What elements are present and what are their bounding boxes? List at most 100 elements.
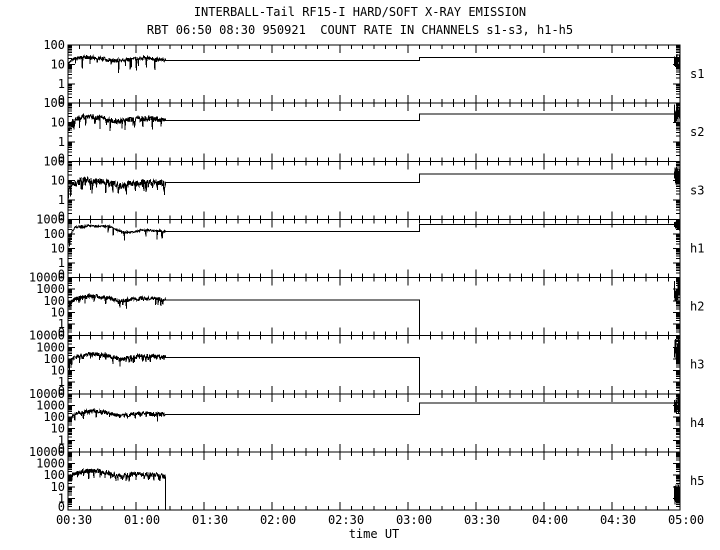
ytick-label-h1: 1 [58,256,65,270]
end-blob-h4 [673,395,680,414]
trace-group-h2 [68,280,680,336]
trace-s1 [68,54,680,73]
ytick-label-h2: 1 [58,317,65,331]
ticks-s2 [67,102,681,162]
ytick-label-h2: 10 [51,305,65,319]
trace-group-s1 [68,54,680,73]
xtick-label: 00:30 [56,513,92,527]
xtick-label: 05:00 [668,513,704,527]
ytick-label-h2: 1000 [36,282,65,296]
ytick-label-h4: 1000 [36,398,65,412]
ytick-label-h5: 1000 [36,457,65,471]
ytick-label-h5: 10 [51,480,65,494]
xtick-label: 04:00 [532,513,568,527]
channel-label-h2: h2 [690,300,704,314]
panel-border-s3 [67,160,681,220]
ytick-label-h4: 100 [43,410,65,424]
ticks-h1 [67,218,681,278]
panel-border-h1 [67,218,681,278]
ytick-label-s3: 10 [51,174,65,188]
end-blob-h5 [673,482,680,505]
ytick-label-h3: 10 [51,364,65,378]
channel-label-s1: s1 [690,67,704,81]
ytick-label-h4: 10 [51,422,65,436]
ticks-s3 [67,160,681,220]
trace-h2 [68,292,420,336]
channel-label-h3: h3 [690,358,704,372]
ytick-label-s1: 1 [58,77,65,91]
trace-s2 [68,112,680,132]
xtick-label: 01:30 [192,513,228,527]
trace-group-h3 [68,338,680,394]
ytick-label-h1: 1000 [36,212,65,226]
ytick-label-h5: 10000 [29,445,65,459]
ticks-h3 [67,335,681,395]
ticks-h2 [67,277,681,337]
xtick-label: 02:00 [260,513,296,527]
panel-border-s1 [67,44,681,104]
panel-border-h3 [67,335,681,395]
ytick-label-h3: 100 [43,352,65,366]
ytick-label-h1: 10 [51,241,65,255]
xtick-label: 03:00 [396,513,432,527]
trace-h4 [68,402,680,427]
channel-label-h1: h1 [690,241,704,255]
ytick-label-s3: 1 [58,193,65,207]
chart-title: INTERBALL-Tail RF15-I HARD/SOFT X-RAY EM… [193,5,527,19]
xtick-label: 04:30 [600,513,636,527]
trace-group-s3 [68,166,680,199]
end-blob-s3 [673,166,680,185]
ytick-label-h3: 10000 [29,329,65,343]
ytick-label-s1: 0 [58,93,65,107]
trace-group-h1 [68,220,680,247]
ytick-label-s2: 10 [51,116,65,130]
ytick-label-h4: 1 [58,433,65,447]
trace-h1 [68,223,680,247]
ytick-label-h1: 100 [43,227,65,241]
ticks-h4 [67,393,681,453]
chart-subtitle: RBT 06:50 08:30 950921 COUNT RATE IN CHA… [146,23,574,37]
ytick-label-s3: 100 [43,154,65,168]
channel-label-s3: s3 [690,183,704,197]
ytick-label-s2: 1 [58,135,65,149]
ytick-label-h4: 10000 [29,387,65,401]
ytick-label-h3: 1000 [36,340,65,354]
xtick-label: 01:00 [124,513,160,527]
end-blob-h1 [673,220,680,231]
trace-h3 [68,351,420,394]
end-blob-s1 [673,54,680,67]
trace-group-h5 [68,467,680,510]
ytick-label-s2: 100 [43,96,65,110]
channel-label-s2: s2 [690,125,704,139]
ytick-label-s2: 0 [58,151,65,165]
panel-border-s2 [67,102,681,162]
channel-label-h5: h5 [690,474,704,488]
end-blob-s2 [673,104,680,123]
ytick-label-h1: 0 [58,268,65,282]
trace-group-s2 [68,104,680,132]
ytick-label-s3: 0 [58,209,65,223]
xtick-label: 03:30 [464,513,500,527]
ticks-s1 [67,44,681,104]
ytick-label-h5: 1 [58,491,65,505]
end-blob-h2 [673,280,680,303]
ytick-label-h4: 0 [58,442,65,456]
panel-border-h4 [67,393,681,453]
xtick-label: 02:30 [328,513,364,527]
panel-border-h2 [67,277,681,337]
ytick-label-h2: 10000 [29,271,65,285]
ytick-label-h2: 0 [58,326,65,340]
trace-group-h4 [68,395,680,427]
ytick-label-h2: 100 [43,294,65,308]
x-axis-label: time UT [349,527,400,541]
ytick-label-h5: 0 [58,500,65,514]
